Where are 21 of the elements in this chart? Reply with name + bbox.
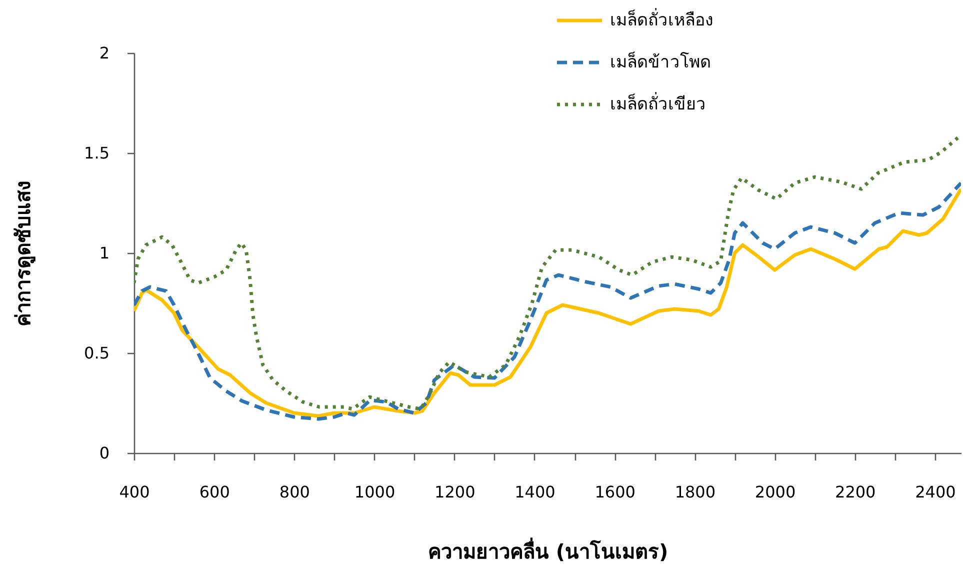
legend-label: เมล็ดถั่วเหลือง bbox=[610, 8, 713, 30]
y-tick-label: 2 bbox=[99, 44, 110, 62]
y-tick-label: 1.5 bbox=[84, 144, 110, 162]
x-tick-label: 800 bbox=[279, 482, 310, 502]
x-tick-label: 1600 bbox=[594, 482, 636, 502]
x-tick-label: 2200 bbox=[835, 482, 876, 502]
legend-label: เมล็ดข้าวโพด bbox=[610, 50, 711, 72]
x-tick-label: 2400 bbox=[915, 482, 956, 502]
y-tick-label: 0.5 bbox=[84, 344, 110, 362]
legend-label: เมล็ดถั่วเขียว bbox=[610, 92, 706, 114]
x-tick-label: 1800 bbox=[674, 482, 716, 502]
x-tick-label: 1000 bbox=[354, 482, 396, 502]
x-tick-label: 600 bbox=[199, 482, 230, 502]
y-tick-label: 0 bbox=[99, 444, 110, 462]
x-tick-label: 2000 bbox=[754, 482, 796, 502]
y-tick-label: 1 bbox=[99, 244, 110, 262]
x-tick-label: 1400 bbox=[514, 482, 556, 502]
x-axis-title: ความยาวคลื่น (นาโนเมตร) bbox=[428, 536, 668, 564]
x-tick-label: 1200 bbox=[434, 482, 476, 502]
y-axis-title: ค่าการดูดซับแสง bbox=[11, 180, 38, 326]
x-tick-label: 400 bbox=[119, 482, 150, 502]
